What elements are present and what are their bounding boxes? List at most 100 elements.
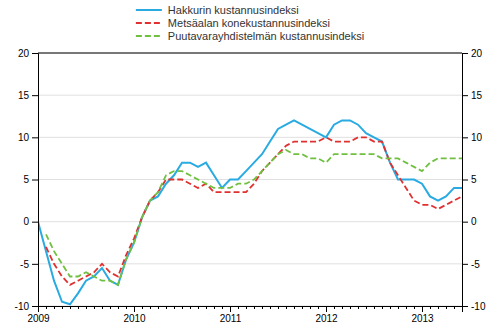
x-tick [78, 306, 79, 309]
x-tick [390, 306, 391, 309]
series-line [38, 120, 462, 304]
x-tick [70, 306, 71, 309]
y-tick-mark [32, 137, 38, 138]
y2-tick: 10 [462, 132, 483, 143]
y2-tick: 5 [462, 174, 477, 185]
x-tick-mark [262, 306, 263, 309]
y2-tick-mark [462, 264, 468, 265]
y-tick-label: -5 [20, 259, 29, 270]
x-tick-label: 2009 [27, 313, 50, 324]
y-tick-label: -10 [15, 301, 30, 312]
grid-line [38, 137, 462, 138]
y2-tick-label: 20 [471, 48, 483, 59]
legend-label: Metsäalan konekustannusindeksi [168, 17, 330, 29]
x-tick-mark [46, 306, 47, 309]
x-tick-mark [454, 306, 455, 309]
x-tick-mark [254, 306, 255, 309]
grid-line [38, 95, 462, 96]
x-tick-mark [438, 306, 439, 309]
x-tick-mark [94, 306, 95, 309]
x-tick-mark [422, 306, 423, 312]
x-tick-mark [358, 306, 359, 309]
y-tick: 10 [18, 132, 38, 143]
legend-label: Puutavarayhdistelmän kustannusindeksi [168, 30, 364, 42]
x-tick [62, 306, 63, 309]
x-tick-label: 2011 [220, 313, 242, 324]
x-tick [214, 306, 215, 309]
x-tick [94, 306, 95, 309]
x-tick-label: 2013 [411, 313, 434, 324]
y-tick-mark [32, 264, 38, 265]
y2-tick: 20 [462, 48, 483, 59]
legend-item: Metsäalan konekustannusindeksi [136, 17, 330, 29]
y-tick-label: 20 [18, 48, 30, 59]
x-tick-mark [78, 306, 79, 309]
y2-tick-mark [462, 53, 468, 54]
legend-label: Hakkurin kustannusindeksi [168, 4, 299, 16]
x-tick [190, 306, 191, 309]
y-axis-line [32, 54, 39, 307]
y-tick: 0 [23, 216, 38, 227]
x-tick [206, 306, 207, 309]
x-tick-mark [366, 306, 367, 309]
x-tick-label: 2010 [123, 313, 146, 324]
y-tick-label: 15 [18, 90, 30, 101]
x-tick [286, 306, 287, 309]
series-line [46, 150, 462, 285]
x-tick-mark [350, 306, 351, 309]
y2-tick-mark [462, 95, 468, 96]
x-tick-mark [86, 306, 87, 309]
x-tick-mark [102, 306, 103, 309]
x-tick [414, 306, 415, 309]
x-tick-mark [302, 306, 303, 309]
x-tick [446, 306, 447, 309]
x-tick-mark [294, 306, 295, 309]
x-tick [334, 306, 335, 309]
x-tick-mark [158, 306, 159, 309]
frame-top [38, 53, 462, 54]
x-tick [318, 306, 319, 309]
x-tick: 2013 [411, 306, 434, 324]
x-tick [358, 306, 359, 309]
x-tick [222, 306, 223, 309]
x-tick [238, 306, 239, 309]
x-tick-mark [382, 306, 383, 309]
x-tick: 2011 [220, 306, 242, 324]
x-tick [102, 306, 103, 309]
x-tick-mark [126, 306, 127, 309]
y-tick: -5 [20, 259, 38, 270]
x-tick [182, 306, 183, 309]
x-tick-mark [390, 306, 391, 309]
legend-item: Puutavarayhdistelmän kustannusindeksi [136, 30, 364, 42]
y-tick-label: 10 [18, 132, 30, 143]
x-tick-label: 2012 [315, 313, 338, 324]
y2-tick-label: 15 [471, 90, 483, 101]
x-tick-mark [230, 306, 231, 312]
plot: 20092010201120122013-10-505101520-10-505… [15, 48, 486, 324]
y-tick-label: 5 [23, 174, 29, 185]
x-tick-mark [54, 306, 55, 309]
x-tick [438, 306, 439, 309]
x-tick-mark [246, 306, 247, 309]
grid-line [38, 221, 462, 222]
x-tick [310, 306, 311, 309]
x-tick-mark [142, 306, 143, 309]
x-tick [302, 306, 303, 309]
x-tick-mark [70, 306, 71, 309]
y-tick-label: 0 [23, 216, 29, 227]
y2-tick-mark [462, 137, 468, 138]
x-tick-mark [62, 306, 63, 309]
y2-tick: -10 [462, 301, 486, 312]
x-tick [198, 306, 199, 309]
legend: Hakkurin kustannusindeksiMetsäalan konek… [136, 4, 364, 42]
x-tick [142, 306, 143, 309]
y-axis: -10 -5 0 5 10 15 20 [15, 48, 39, 312]
x-tick-mark [430, 306, 431, 309]
x-tick [166, 306, 167, 309]
x-tick [254, 306, 255, 309]
x-tick-mark [166, 306, 167, 309]
y-tick: 20 [18, 48, 38, 59]
y-tick-mark [32, 180, 38, 181]
x-tick [174, 306, 175, 309]
y-tick-mark [32, 53, 38, 54]
